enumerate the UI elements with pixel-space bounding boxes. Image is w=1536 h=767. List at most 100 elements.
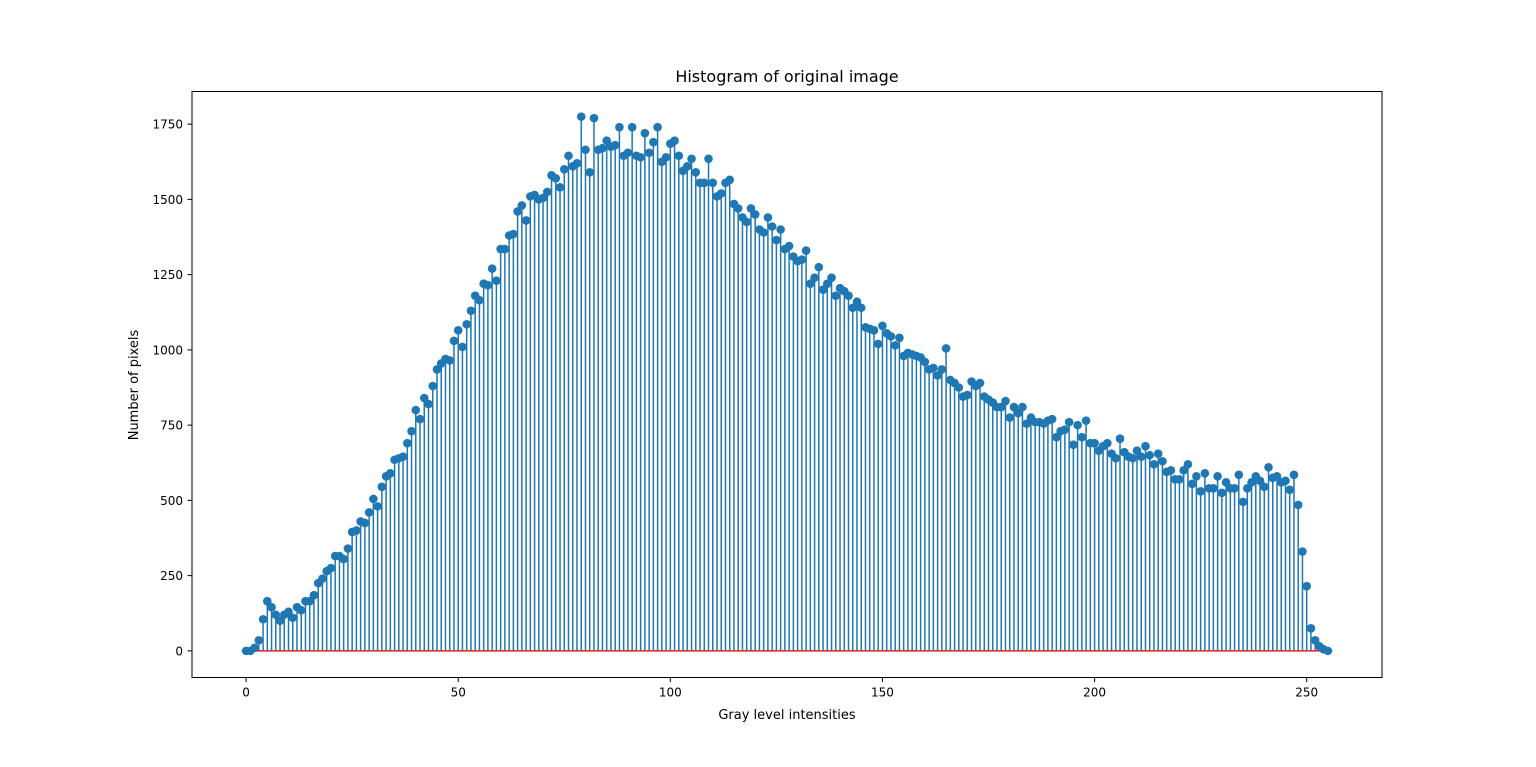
- stem-marker: [419, 393, 429, 403]
- stem-marker: [449, 336, 459, 346]
- x-axis-label: Gray level intensities: [718, 708, 856, 723]
- stem-marker: [941, 344, 951, 353]
- stem-marker: [856, 303, 866, 313]
- stem-marker: [873, 339, 883, 349]
- stem-marker: [1090, 438, 1099, 448]
- y-tick-label: 1250: [152, 268, 183, 282]
- stem-marker: [933, 371, 942, 380]
- stem-marker: [1009, 402, 1019, 412]
- stem-marker: [1103, 438, 1112, 448]
- stem-marker: [1243, 484, 1252, 493]
- stem-marker: [288, 613, 298, 623]
- stem-marker: [920, 357, 930, 367]
- stem-marker: [428, 381, 438, 391]
- stem-marker: [296, 605, 306, 615]
- stem-marker: [1005, 413, 1015, 422]
- stem-marker: [284, 607, 293, 617]
- stem-marker: [1136, 452, 1146, 462]
- stem-marker: [1179, 465, 1188, 475]
- stem-marker: [275, 616, 285, 626]
- stem-marker: [483, 280, 493, 290]
- stem-marker: [373, 502, 382, 511]
- stem-marker: [674, 151, 684, 161]
- plot-frame: [191, 91, 1383, 678]
- stem-marker: [1001, 396, 1010, 406]
- stem-marker: [305, 596, 315, 606]
- stem-marker: [683, 161, 692, 171]
- stem-marker: [772, 235, 781, 245]
- stems-layer: [253, 116, 1325, 651]
- stem-marker: [996, 402, 1006, 412]
- stem-marker: [823, 279, 832, 288]
- stem-marker: [1128, 453, 1138, 463]
- stem-marker: [352, 526, 361, 535]
- stem-marker: [1022, 419, 1031, 428]
- stem-marker: [615, 122, 624, 132]
- stem-marker: [767, 222, 777, 231]
- stem-marker: [1166, 465, 1176, 475]
- stem-marker: [369, 494, 378, 504]
- y-tick-label: 750: [160, 419, 183, 433]
- stem-marker: [801, 246, 811, 255]
- stem-marker: [559, 165, 569, 174]
- stem-marker: [1047, 414, 1057, 424]
- stem-marker: [1115, 434, 1125, 443]
- stem-marker: [937, 365, 947, 374]
- stem-marker: [661, 152, 671, 162]
- stem-marker: [1217, 488, 1227, 498]
- stem-marker: [1238, 497, 1248, 507]
- stem-marker: [1200, 468, 1210, 478]
- stem-marker: [1111, 453, 1121, 463]
- stem-marker: [1132, 446, 1142, 456]
- stem-marker: [1281, 476, 1290, 486]
- stem-marker: [708, 178, 718, 188]
- x-tick-label: 150: [871, 686, 894, 700]
- stem-marker: [852, 297, 862, 307]
- stem-marker: [1293, 500, 1303, 510]
- y-axis-label: Number of pixels: [127, 329, 142, 440]
- stem-marker: [598, 143, 607, 153]
- stem-marker: [1153, 449, 1163, 459]
- stem-marker: [797, 255, 807, 264]
- stem-marker: [415, 414, 425, 424]
- stem-marker: [746, 204, 756, 213]
- stem-marker: [1306, 623, 1316, 633]
- stem-marker: [424, 399, 433, 409]
- stem-marker: [627, 122, 637, 132]
- stem-marker: [1259, 482, 1269, 492]
- stem-marker: [581, 145, 590, 155]
- stem-marker: [1158, 456, 1167, 466]
- stem-marker: [704, 154, 713, 164]
- stem-marker: [1018, 402, 1027, 412]
- stem-marker: [725, 175, 735, 185]
- stem-marker: [1077, 432, 1087, 442]
- stem-marker: [403, 438, 412, 448]
- stem-marker: [623, 148, 633, 158]
- stem-marker: [1141, 441, 1150, 451]
- stem-marker: [462, 320, 471, 329]
- stem-marker: [407, 426, 416, 436]
- stem-marker: [398, 452, 408, 462]
- stem-marker: [1289, 470, 1299, 480]
- stem-marker: [1187, 479, 1197, 489]
- stem-marker: [555, 183, 565, 192]
- stem-marker: [602, 136, 611, 146]
- x-tick-label: 200: [1083, 686, 1106, 700]
- stem-marker: [653, 122, 662, 132]
- stem-marker: [687, 154, 696, 164]
- stem-marker: [360, 518, 370, 528]
- markers-layer: [241, 112, 1333, 656]
- stem-marker: [1285, 485, 1295, 495]
- stem-marker: [572, 158, 582, 168]
- stem-marker: [890, 341, 900, 350]
- stem-marker: [886, 332, 896, 341]
- stem-marker: [254, 636, 264, 645]
- stem-marker: [763, 213, 773, 222]
- stem-marker: [1060, 425, 1070, 434]
- y-tick-label: 0: [175, 644, 183, 658]
- stem-marker: [432, 365, 442, 374]
- x-tick-label: 250: [1295, 686, 1318, 700]
- stem-marker: [1323, 646, 1333, 656]
- stem-marker: [576, 112, 586, 121]
